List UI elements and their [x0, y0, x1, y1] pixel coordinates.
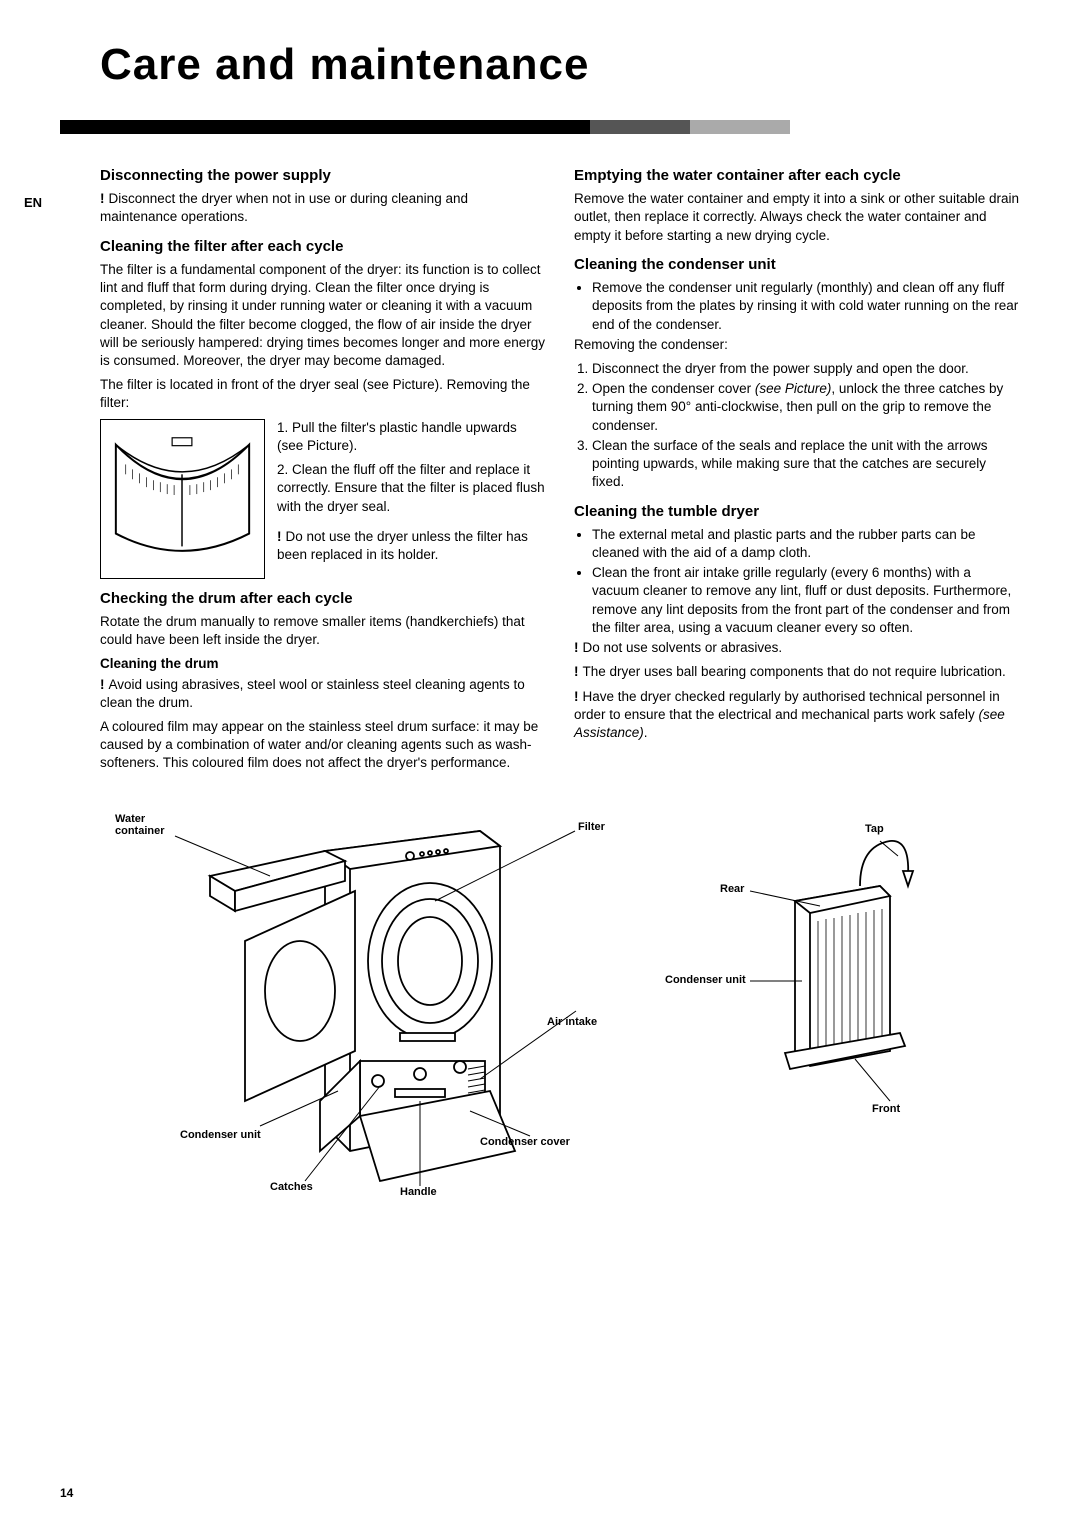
numbered-item: Clean the surface of the seals and repla… [592, 437, 1020, 492]
warning-text: Disconnect the dryer when not in use or … [100, 190, 546, 226]
bullet-item: The external metal and plastic parts and… [592, 526, 1020, 562]
diagram-label-filter: Filter [578, 821, 605, 833]
section-head-disconnect: Disconnecting the power supply [100, 166, 546, 186]
warning-text: Do not use solvents or abrasives. [574, 639, 1020, 657]
step-text: 1. Pull the filter's plastic handle upwa… [277, 419, 546, 455]
bullet-item: Clean the front air intake grille regula… [592, 564, 1020, 637]
warning-text: Avoid using abrasives, steel wool or sta… [100, 676, 546, 712]
diagram-label-catches: Catches [270, 1181, 313, 1193]
diagram-label-handle: Handle [400, 1186, 437, 1198]
dryer-diagram: Water container Filter Air intake Conden… [60, 791, 1020, 1211]
diagram-label-tap: Tap [865, 823, 884, 835]
diagram-label-rear: Rear [720, 883, 744, 895]
subheading: Cleaning the drum [100, 655, 546, 673]
language-badge: EN [24, 195, 42, 210]
left-column: Disconnecting the power supply Disconnec… [100, 156, 546, 779]
diagram-label-front: Front [872, 1103, 900, 1115]
numbered-item: Open the condenser cover (see Picture), … [592, 380, 1020, 435]
diagram-label-condcover: Condenser cover [480, 1136, 570, 1148]
body-text: Rotate the drum manually to remove small… [100, 613, 546, 649]
body-text: A coloured film may appear on the stainl… [100, 718, 546, 773]
section-head-empty: Emptying the water container after each … [574, 166, 1020, 186]
bullet-item: Remove the condenser unit regularly (mon… [592, 279, 1020, 334]
body-text: Remove the water container and empty it … [574, 190, 1020, 245]
page-number: 14 [60, 1486, 73, 1500]
step-text: 2. Clean the fluff off the filter and re… [277, 461, 546, 516]
body-text: Removing the condenser: [574, 336, 1020, 354]
numbered-item: Disconnect the dryer from the power supp… [592, 360, 1020, 378]
section-head-drum: Checking the drum after each cycle [100, 589, 546, 609]
divider-bar [60, 120, 1020, 134]
diagram-label-condunit2: Condenser unit [665, 974, 746, 986]
diagram-label-condunit1: Condenser unit [180, 1129, 261, 1141]
section-head-tumble: Cleaning the tumble dryer [574, 502, 1020, 522]
warning-text: Do not use the dryer unless the filter h… [277, 528, 546, 564]
section-head-filter: Cleaning the filter after each cycle [100, 237, 546, 257]
filter-illustration [100, 419, 265, 579]
section-head-condenser: Cleaning the condenser unit [574, 255, 1020, 275]
body-text: The filter is located in front of the dr… [100, 376, 546, 412]
body-text: The filter is a fundamental component of… [100, 261, 546, 370]
diagram-label-airintake: Air intake [547, 1016, 597, 1028]
page-title: Care and maintenance [100, 40, 1020, 90]
diagram-label-water: Water container [115, 813, 175, 837]
warning-text: Have the dryer checked regularly by auth… [574, 688, 1020, 743]
warning-text: The dryer uses ball bearing components t… [574, 663, 1020, 681]
right-column: Emptying the water container after each … [574, 156, 1020, 779]
